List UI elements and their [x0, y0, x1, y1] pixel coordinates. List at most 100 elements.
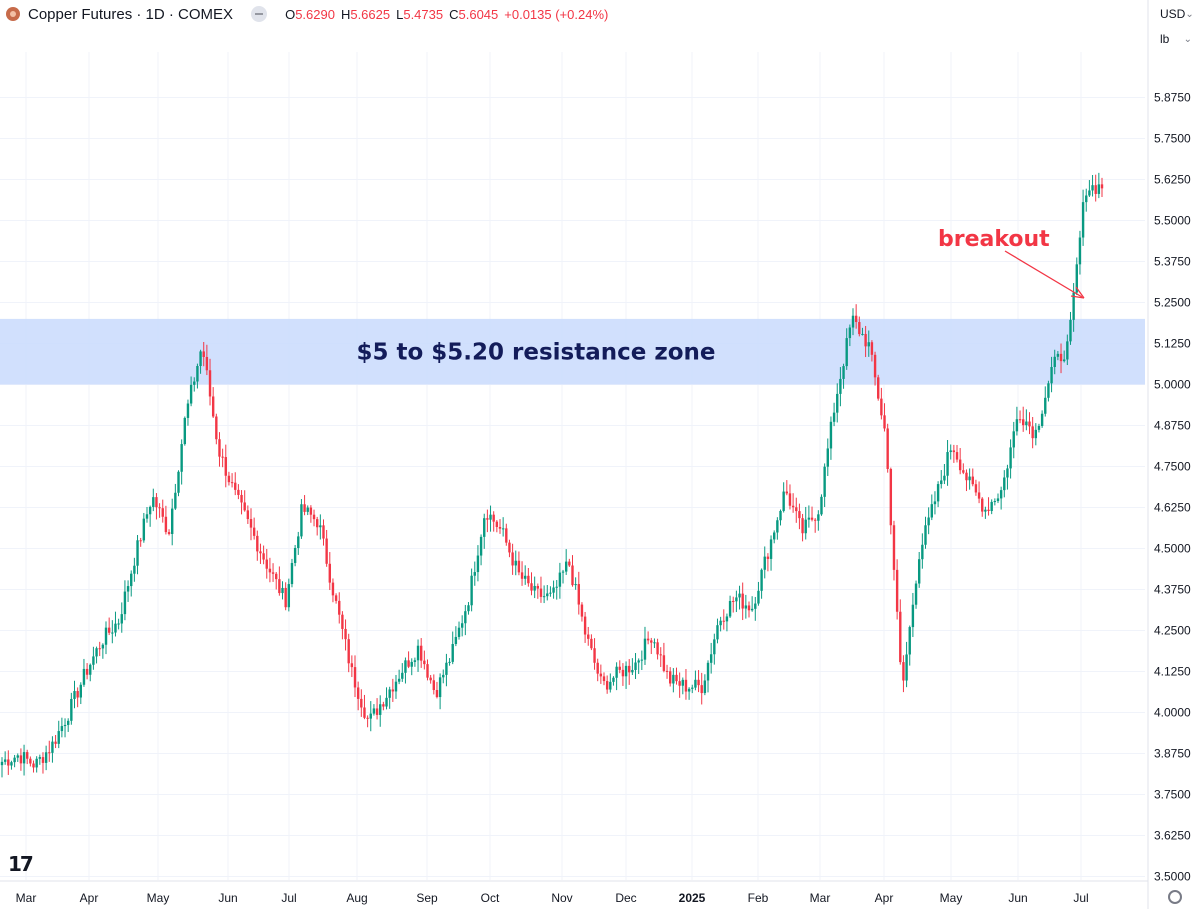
candle-body	[126, 586, 130, 592]
candle-body	[32, 763, 35, 768]
price-axis-label: 4.3750	[1154, 583, 1191, 597]
breakout-label: breakout	[938, 227, 1050, 252]
candle-body	[542, 596, 546, 598]
candle-body	[697, 679, 700, 686]
candle-body	[262, 553, 265, 560]
candle-body	[668, 671, 672, 684]
candle-body	[747, 605, 751, 611]
candle-body	[798, 511, 801, 519]
candle-body	[401, 672, 404, 679]
candle-body	[1025, 421, 1028, 426]
candle-body	[1012, 431, 1015, 448]
time-axis-label: 2025	[679, 891, 706, 905]
candle-body	[1003, 477, 1006, 491]
candle-body	[1075, 264, 1078, 293]
candle-body	[962, 470, 965, 473]
candle-body	[265, 559, 268, 569]
candle-body	[873, 354, 877, 378]
candle-body	[911, 604, 915, 628]
tradingview-logo-icon[interactable]: 17	[8, 852, 34, 876]
breakout-arrow-head	[1070, 286, 1085, 299]
candle-body	[394, 681, 398, 692]
ohlc-open: O5.6290	[285, 6, 335, 22]
price-axis-label: 4.0000	[1154, 706, 1191, 720]
candle-body	[536, 585, 540, 589]
candle-body	[659, 654, 662, 656]
candle-body	[804, 519, 807, 534]
candle-body	[612, 677, 615, 682]
candle-body	[587, 634, 590, 639]
candle-body	[89, 664, 92, 675]
candle-body	[281, 587, 284, 594]
candle-body	[290, 562, 294, 585]
collapse-icon[interactable]	[251, 6, 268, 22]
candle-body	[527, 575, 530, 584]
candle-body	[1066, 341, 1069, 360]
candle-body	[858, 322, 861, 335]
candle-body	[530, 583, 533, 591]
symbol-title[interactable]: Copper Futures · 1D · COMEX	[28, 5, 234, 23]
candle-body	[114, 623, 117, 633]
candle-body	[356, 687, 360, 699]
candle-body	[921, 544, 924, 560]
candle-body	[965, 472, 968, 481]
price-axis-label: 4.2500	[1154, 624, 1191, 638]
candle-body	[621, 669, 625, 677]
time-axis-label: Nov	[551, 891, 572, 905]
price-axis-label: 3.5000	[1154, 870, 1191, 884]
ohlc-low: L5.4735	[396, 6, 444, 22]
candle-body	[1056, 353, 1060, 357]
candle-body	[596, 662, 599, 674]
candle-body	[877, 377, 880, 399]
candle-body	[419, 645, 423, 661]
unit-select[interactable]: lb ⌄	[1156, 29, 1196, 49]
time-axis-label: Dec	[615, 891, 636, 905]
candle-body	[996, 498, 1000, 502]
candle-body	[391, 689, 395, 692]
candle-body	[278, 579, 281, 594]
candle-body	[933, 501, 937, 505]
time-axis-label: Mar	[810, 891, 831, 905]
candle-body	[259, 551, 262, 554]
gear-icon[interactable]	[1168, 890, 1182, 904]
candle-body	[722, 620, 725, 622]
price-axis-label: 5.3750	[1154, 255, 1191, 269]
ohlc-close: C5.6045	[449, 6, 499, 22]
candle-body	[193, 381, 196, 385]
candle-body	[848, 327, 852, 339]
candle-body	[946, 452, 949, 476]
candle-body	[164, 516, 168, 533]
candle-body	[760, 569, 763, 591]
candle-body	[133, 565, 136, 574]
candle-body	[609, 681, 612, 690]
currency-select[interactable]: USD ⌄	[1156, 4, 1196, 24]
candle-body	[29, 758, 32, 764]
candle-body	[492, 514, 495, 522]
candle-body	[3, 759, 7, 762]
candle-body	[583, 616, 587, 635]
candle-body	[716, 625, 719, 640]
candle-body	[511, 552, 514, 566]
candle-body	[914, 583, 918, 605]
time-axis-label: Jul	[281, 891, 296, 905]
candle-body	[624, 665, 628, 677]
candle-body	[404, 660, 407, 673]
candle-body	[104, 627, 108, 645]
candle-body	[331, 582, 335, 596]
candle-body	[580, 604, 584, 617]
candle-body	[971, 476, 974, 485]
candle-body	[410, 661, 413, 667]
candle-body	[139, 540, 142, 542]
candle-body	[1037, 425, 1041, 430]
candle-body	[334, 595, 338, 601]
candle-body	[974, 484, 978, 493]
candle-body	[795, 507, 798, 512]
candle-body	[779, 510, 782, 521]
candle-body	[908, 627, 911, 655]
price-axis-label: 3.8750	[1154, 747, 1191, 761]
chart-header: Copper Futures · 1D · COMEX O5.6290 H5.6…	[0, 0, 1146, 28]
candle-body	[325, 538, 328, 564]
candle-body	[70, 698, 73, 721]
candle-body	[457, 627, 461, 637]
